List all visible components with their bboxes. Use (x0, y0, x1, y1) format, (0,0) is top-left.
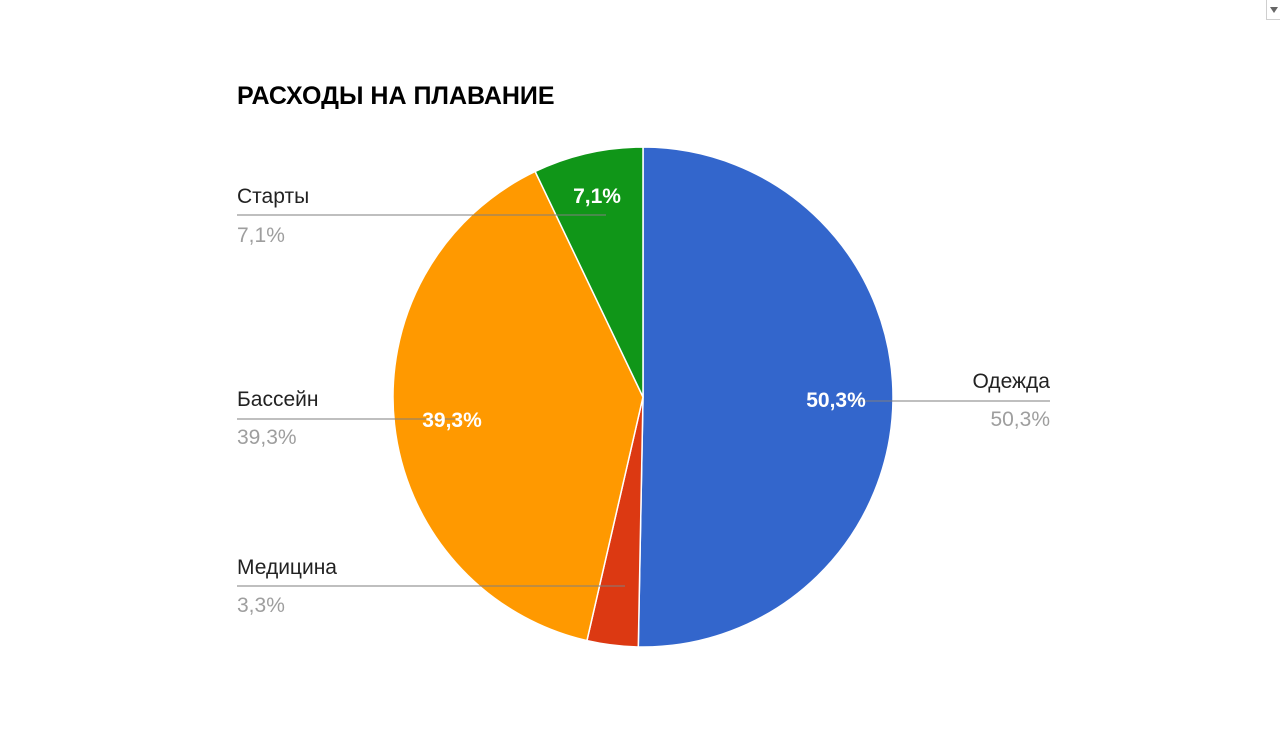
chart-title: РАСХОДЫ НА ПЛАВАНИЕ (237, 82, 555, 110)
pie-slices (392, 146, 894, 648)
slice-inner-label-0: 50,3% (806, 389, 866, 412)
slice-name-label-3: Старты (237, 185, 309, 208)
slice-name-label-1: Медицина (237, 556, 337, 579)
slice-inner-label-3: 7,1% (573, 185, 621, 208)
slice-inner-label-2: 39,3% (422, 409, 482, 432)
slice-value-label-1: 3,3% (237, 594, 285, 617)
pie-slice-3[interactable] (534, 146, 644, 398)
outer-labels: Одежда 50,3% Медицина 3,3% Бассейн 39,3% Старт… (237, 185, 1050, 617)
slice-name-label-2: Бассейн (237, 388, 318, 411)
slice-name-label-0: Одежда (972, 370, 1050, 393)
pie-slice-0[interactable] (637, 146, 894, 648)
slice-value-label-0: 50,3% (990, 408, 1050, 431)
leader-lines (237, 214, 1050, 587)
pie-slice-2[interactable] (392, 170, 644, 642)
chevron-down-icon[interactable] (1266, 0, 1280, 20)
inner-labels: 50,3% 39,3% 7,1% (422, 185, 866, 432)
slice-value-label-2: 39,3% (237, 426, 297, 449)
slice-value-label-3: 7,1% (237, 224, 285, 247)
